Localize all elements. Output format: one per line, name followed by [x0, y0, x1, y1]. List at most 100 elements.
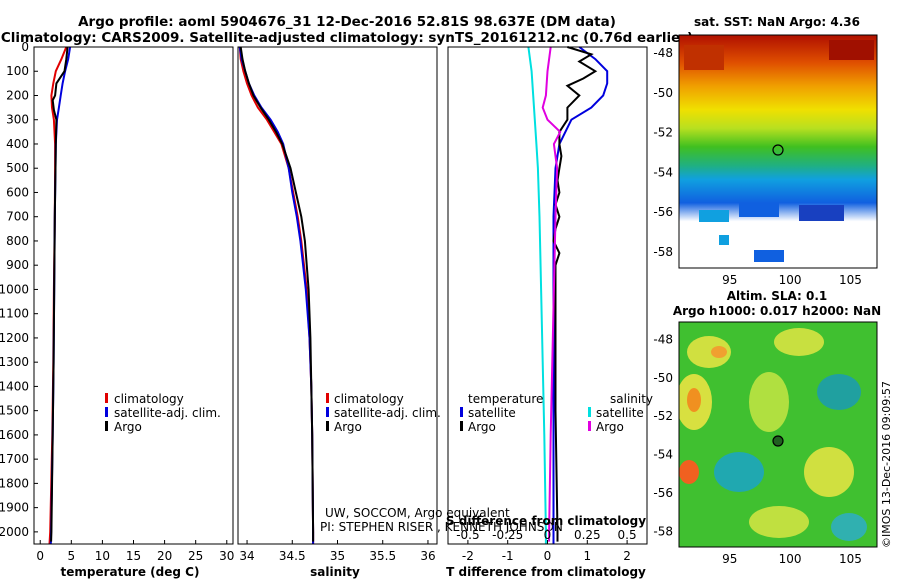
s-difference-label: S difference from climatology — [446, 514, 646, 528]
sla-blob — [774, 328, 824, 356]
title-line-2: Climatology: CARS2009. Satellite-adjuste… — [1, 30, 693, 46]
depth-tick-label: 1600 — [0, 428, 29, 442]
sla-blob — [749, 372, 789, 432]
depth-tick-label: 0 — [21, 40, 29, 54]
salinity-tick-label: 35.5 — [369, 549, 396, 563]
lon-tick-label: 105 — [839, 552, 862, 566]
imos-stamp: ©IMOS 13-Dec-2016 09:09:57 — [880, 381, 893, 548]
series-line-salinity-satellite — [527, 46, 547, 544]
legend-swatch-s-satellite — [588, 407, 591, 417]
series-line-argo — [239, 46, 315, 542]
depth-tick-label: 600 — [6, 185, 29, 199]
s-diff-tick-label: 0 — [544, 528, 552, 542]
sla-blob — [679, 460, 699, 484]
temperature-tick-label: 25 — [188, 549, 203, 563]
depth-tick-label: 800 — [6, 234, 29, 248]
salinity-tick-label: 34 — [239, 549, 254, 563]
sla-blob — [714, 452, 764, 492]
sla-blob — [687, 388, 701, 412]
temperature-panel: 0100200300400500600700800900100011001200… — [0, 40, 234, 579]
sst-patch — [684, 45, 724, 70]
depth-tick-label: 500 — [6, 161, 29, 175]
series-line-temperature-satellite — [552, 46, 609, 544]
legend-swatch-climatology — [326, 393, 329, 403]
legend-label-climatology: climatology — [114, 392, 184, 406]
depth-tick-label: 1500 — [0, 404, 29, 418]
legend-label-climatology: climatology — [334, 392, 404, 406]
lat-tick-label: -56 — [653, 205, 673, 219]
t-diff-tick-label: 2 — [623, 549, 631, 563]
s-diff-tick-label: 0.25 — [574, 528, 601, 542]
temperature-plot-frame — [33, 46, 234, 545]
temperature-tick-label: 20 — [157, 549, 172, 563]
t-diff-tick-label: 0 — [544, 549, 552, 563]
legend-label-satellite-adj: satellite-adj. clim. — [334, 406, 441, 420]
lon-tick-label: 100 — [779, 273, 802, 287]
lat-tick-label: -52 — [653, 126, 673, 140]
depth-tick-label: 1900 — [0, 501, 29, 515]
sla-map-image — [679, 322, 877, 547]
series-line-climatology — [238, 46, 315, 544]
t-diff-tick-label: 1 — [583, 549, 591, 563]
sla-blob — [711, 346, 727, 358]
sla-lat-axis: -48 -50 -52 -54 -56 -58 — [653, 332, 673, 538]
t-difference-xlabel: T difference from climatology — [446, 565, 646, 579]
credit-line-2: PI: STEPHEN RISER , KENNETH JOHNSON — [320, 520, 563, 534]
depth-tick-label: 1200 — [0, 331, 29, 345]
t-diff-tick-label: -2 — [462, 549, 474, 563]
series-line-argo — [50, 46, 69, 542]
lat-tick-label: -50 — [653, 86, 673, 100]
lat-tick-label: -56 — [653, 486, 673, 500]
legend-swatch-satellite-adj — [105, 407, 108, 417]
sla-blob — [687, 336, 731, 368]
salinity-tick-label: 36 — [420, 549, 435, 563]
depth-tick-label: 200 — [6, 88, 29, 102]
sla-blob — [804, 447, 854, 497]
depth-tick-label: 1000 — [0, 282, 29, 296]
sst-patch — [739, 203, 779, 217]
sst-patch — [829, 40, 874, 60]
depth-axis: 0 100 200 300 400 500 600 700 800 900 1000 1100 1200… — [0, 40, 38, 539]
temperature-xlabel: temperature (deg C) — [61, 565, 200, 579]
sla-map-title-1: Altim. SLA: 0.1 — [727, 289, 828, 303]
sst-field — [679, 35, 877, 268]
lat-tick-label: -58 — [653, 525, 673, 539]
depth-tick-label: 1800 — [0, 476, 29, 490]
sla-map-title-2: Argo h1000: 0.017 h2000: NaN — [673, 304, 881, 318]
difference-panel: -2 -1 0 1 2 -0.5 -0.25 0 0.25 0.5 S difference fr… — [446, 46, 653, 579]
legend-label-s-argo: Argo — [596, 420, 624, 434]
depth-tick-label: 1700 — [0, 452, 29, 466]
lat-tick-label: -48 — [653, 46, 673, 60]
depth-tick-label: 2000 — [0, 525, 29, 539]
legend-swatch-s-argo — [588, 421, 591, 431]
lon-tick-label: 95 — [722, 273, 737, 287]
legend-swatch-t-satellite — [460, 407, 463, 417]
legend-title-salinity: salinity — [610, 392, 653, 406]
legend-label-satellite-adj: satellite-adj. clim. — [114, 406, 221, 420]
sla-lon-axis: 95 100 105 — [722, 552, 862, 566]
temperature-series-lines — [48, 46, 72, 545]
sla-blob — [817, 374, 861, 410]
depth-tick-label: 900 — [6, 258, 29, 272]
series-line-salinity-argo — [541, 46, 562, 542]
sst-patch — [754, 250, 784, 262]
salinity-tick-label: 35 — [330, 549, 345, 563]
series-line-temperature-argo — [552, 46, 598, 542]
sst-patch — [699, 210, 729, 222]
lat-tick-label: -54 — [653, 448, 673, 462]
sst-lon-axis: 95 100 105 — [722, 273, 862, 287]
temperature-tick-label: 10 — [95, 549, 110, 563]
difference-x-axis: -2 -1 0 1 2 -0.5 -0.25 0 0.25 0.5 — [456, 528, 636, 563]
salinity-tick-label: 34.5 — [279, 549, 306, 563]
depth-tick-label: 400 — [6, 137, 29, 151]
legend-swatch-argo — [326, 421, 329, 431]
salinity-x-axis: 34 34.5 35 35.5 36 — [239, 540, 436, 563]
sst-map-panel: sat. SST: NaN Argo: 4.36 — [653, 15, 878, 287]
depth-tick-label: 1400 — [0, 379, 29, 393]
sst-lat-axis: -48 -50 -52 -54 -56 -58 — [653, 46, 673, 259]
argo-float-marker — [772, 144, 784, 156]
legend-label-argo: Argo — [114, 420, 142, 434]
legend-swatch-satellite-adj — [326, 407, 329, 417]
temperature-tick-label: 30 — [219, 549, 234, 563]
